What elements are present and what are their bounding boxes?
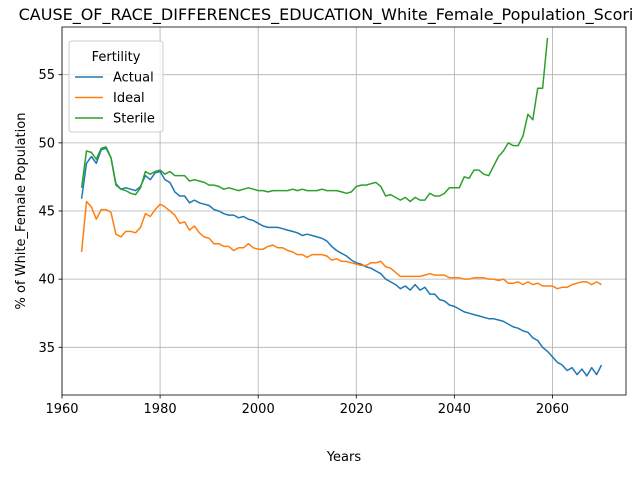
legend-label-sterile: Sterile [113,112,155,127]
y-tick-label: 35 [38,341,55,356]
series-line-ideal [80,200,602,290]
x-tick-label: 1980 [144,402,177,417]
chart-title: CAUSE_OF_RACE_DIFFERENCES_EDUCATION_Whit… [19,5,634,25]
legend-title: Fertility [92,50,141,65]
series-line-actual [80,147,603,377]
legend-entries: Actual Ideal Sterile [75,71,155,127]
y-tick-label: 55 [38,68,55,83]
series-line-sterile [80,37,549,203]
y-tick-label: 40 [38,273,55,288]
y-tick-label: 50 [38,136,55,151]
x-tick-label: 2040 [438,402,471,417]
axis-ticks: 1960 1980 2000 2020 2040 2060 35 40 45 50 55 [38,68,569,417]
legend-label-ideal: Ideal [113,91,145,106]
plot-lines [80,37,603,377]
legend: Fertility Actual Ideal Sterile [68,40,164,133]
x-tick-label: 2000 [242,402,275,417]
legend-box [68,40,164,133]
legend-label-actual: Actual [113,71,154,86]
x-tick-label: 2060 [536,402,569,417]
y-axis-label: % of White_Female Population [14,113,29,310]
x-tick-label: 2020 [340,402,373,417]
x-axis-label: Years [326,450,362,465]
grid [61,27,626,395]
y-tick-label: 45 [38,205,55,220]
x-tick-label: 1960 [45,402,78,417]
